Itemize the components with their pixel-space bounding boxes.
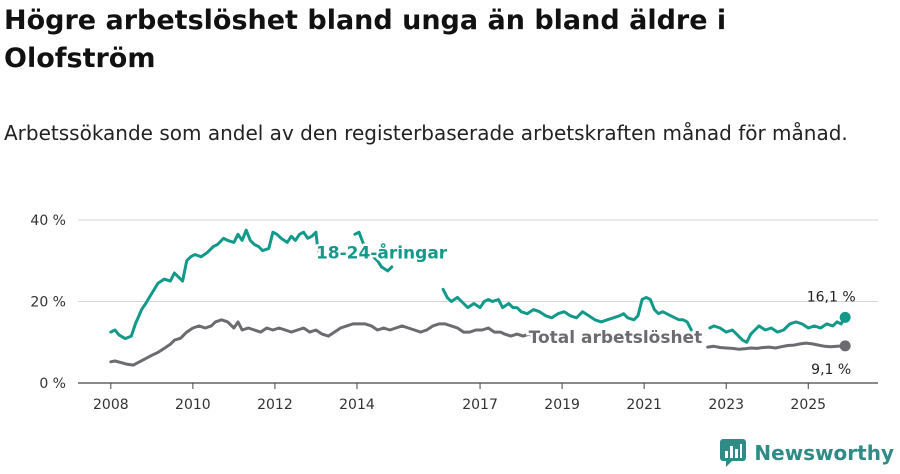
total-line-segment-1 (109, 318, 544, 367)
x-tick-label: 2021 (626, 397, 662, 413)
youth-line-segment-3 (441, 287, 693, 332)
chart-title: Högre arbetslöshet bland unga än bland ä… (4, 5, 727, 74)
x-tick-label: 2025 (790, 397, 826, 413)
x-axis: 2008 2010 2012 2014 2017 2019 2021 2023 2025 (93, 383, 826, 413)
series-lines (109, 228, 851, 367)
y-tick-label: 20 % (30, 295, 66, 311)
youth-line-segment-2 (353, 230, 394, 273)
series-labels: 18-24-åringar Total arbetslöshet 16,1 % 9,1… (313, 239, 856, 378)
x-tick-label: 2017 (462, 397, 498, 413)
youth-end-marker (839, 311, 851, 323)
youth-line-segment-4 (708, 315, 847, 344)
gridlines (78, 219, 878, 384)
newsworthy-logo: Newsworthy (720, 438, 894, 468)
chart-subtitle: Arbetssökande som andel av den registerb… (4, 121, 848, 145)
brand-name: Newsworthy (754, 441, 894, 465)
total-series-label: Total arbetslöshet (529, 328, 703, 348)
x-tick-label: 2008 (93, 397, 129, 413)
youth-series-label: 18-24-åringar (316, 242, 448, 264)
total-end-marker (839, 340, 851, 352)
total-line-segment-2 (706, 341, 847, 351)
youth-end-value-label: 16,1 % (807, 289, 856, 305)
x-tick-label: 2010 (175, 397, 211, 413)
y-axis: 0 % 20 % 40 % (30, 213, 66, 392)
y-tick-label: 40 % (30, 213, 66, 229)
x-tick-label: 2023 (708, 397, 744, 413)
y-tick-label: 0 % (39, 376, 66, 392)
x-tick-label: 2014 (339, 397, 375, 413)
total-end-value-label: 9,1 % (811, 362, 851, 378)
newsworthy-logo-icon (720, 439, 747, 467)
x-tick-label: 2019 (544, 397, 580, 413)
x-tick-label: 2012 (257, 397, 293, 413)
youth-line-segment-1 (109, 228, 328, 341)
